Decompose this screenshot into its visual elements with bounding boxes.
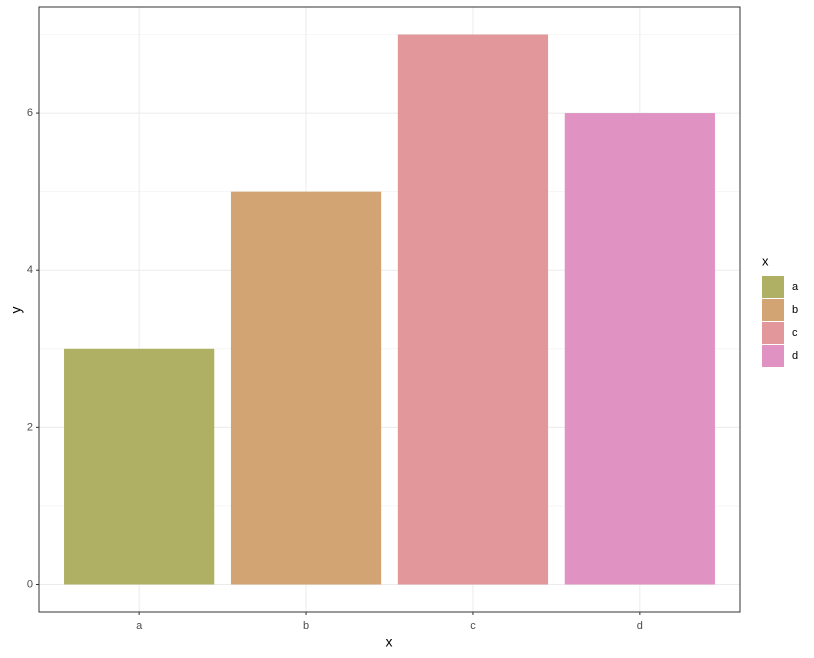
x-tick-label: a xyxy=(136,620,143,632)
x-tick-label: c xyxy=(470,620,476,632)
y-tick-label: 0 xyxy=(27,578,33,590)
legend-label: c xyxy=(792,327,798,339)
panel-border xyxy=(38,6,741,613)
legend-label: b xyxy=(792,304,798,316)
legend-key xyxy=(762,322,784,344)
bar xyxy=(564,113,715,585)
legend-key xyxy=(762,299,784,321)
bar xyxy=(397,34,549,585)
bar xyxy=(64,348,215,585)
legend-label: a xyxy=(792,281,799,293)
bar xyxy=(230,191,382,585)
y-tick-label: 2 xyxy=(27,421,33,433)
x-tick-label: b xyxy=(303,620,309,632)
y-tick-label: 4 xyxy=(27,264,33,276)
y-tick-label: 6 xyxy=(27,107,33,119)
x-axis-title: x xyxy=(386,634,393,650)
y-axis-title: y xyxy=(8,307,24,314)
legend-key xyxy=(762,345,784,367)
x-tick-label: d xyxy=(637,620,643,632)
legend-title: x xyxy=(762,253,769,268)
legend-key xyxy=(762,276,784,298)
legend-label: d xyxy=(792,350,798,362)
